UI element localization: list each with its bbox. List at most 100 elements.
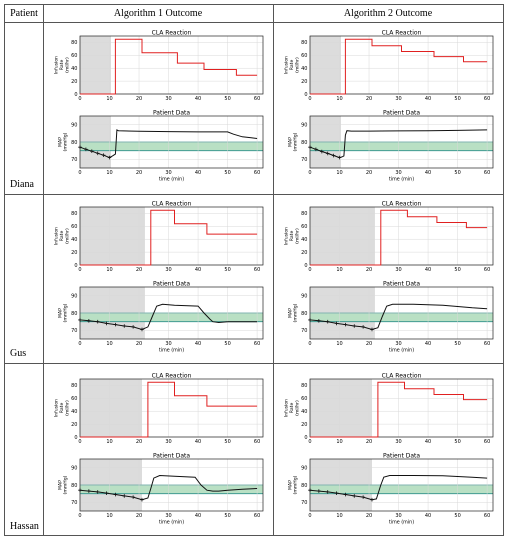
gus-alg2-bottom-xtick-label: 40 (425, 341, 431, 347)
diana-alg2-bottom-xtick-label: 0 (308, 170, 311, 176)
diana-alg1-top-ytick-label: 40 (71, 66, 77, 72)
gus-alg1-map-marker (87, 319, 91, 323)
gus-alg2-top-xtick-label: 20 (366, 267, 372, 273)
gus-alg2-bottom-ytick-label: 90 (301, 293, 307, 299)
hassan-alg1-bottom-ytick-label: 90 (71, 465, 77, 471)
gus-alg1-top-ytick-label: 80 (71, 211, 77, 217)
gus-alg2-bottom-xtick-label: 0 (308, 341, 311, 347)
hassan-alg1-top-xtick-label: 0 (78, 439, 81, 445)
diana-alg2-bottom-xtick-label: 20 (366, 170, 372, 176)
diana-alg2-top-xtick-label: 60 (484, 96, 490, 102)
hassan-alg1-map-marker (122, 494, 127, 498)
hassan-alg1-bottom-xtick-label: 50 (224, 513, 230, 519)
diana-alg1-top-title: CLA Reaction (152, 30, 192, 37)
gus-alg2-top-title: CLA Reaction (382, 201, 422, 208)
hassan-alg2-top-ytick-label: 80 (301, 383, 307, 389)
diana-alg2-map-marker (314, 147, 318, 152)
gus-alg1-bottom-xtick-label: 10 (106, 341, 112, 347)
diana-alg1-top-xtick-label: 20 (136, 96, 142, 102)
hassan-alg1-top-axes-frame (79, 378, 264, 438)
gus-alg1-bottom-ylabel: MAP(mmHg) (57, 303, 68, 322)
diana-alg1-bottom-xtick-label: 0 (78, 170, 81, 176)
hassan-alg1-top-ytick-label: 40 (71, 409, 77, 415)
diana-alg2-bottom-axes-frame (309, 115, 494, 169)
hassan-alg2-bottom-xtick-label: 40 (425, 513, 431, 519)
diana-alg2-top-xtick-label: 20 (366, 96, 372, 102)
diana-alg1-top-xtick-label: 60 (254, 96, 260, 102)
diana-alg2-bottom-xtick-label: 50 (454, 170, 460, 176)
gus-alg1-top-xtick-label: 50 (224, 267, 230, 273)
hassan-alg1-top-ytick-label: 20 (71, 422, 77, 428)
diana-alg1-bottom-ytick-label: 70 (71, 157, 77, 163)
gus-alg1-bottom-xtick-label: 0 (78, 341, 81, 347)
hassan-alg2-top-shaded-region (310, 379, 372, 437)
gus-alg1-top-title: CLA Reaction (152, 201, 192, 208)
hassan-alg1-xlabel: time (min) (159, 520, 184, 526)
hassan-alg1-map-marker (131, 495, 135, 499)
diana-alg2-bottom-ytick-label: 90 (301, 122, 307, 128)
header-algorithm-2: Algorithm 2 Outcome (344, 8, 433, 19)
gus-alg2-bottom-xtick-label: 50 (454, 341, 460, 347)
diana-alg1-bottom-xtick-label: 30 (165, 170, 171, 176)
gus-alg2-map-marker (361, 325, 365, 329)
hassan-alg1-infusion-line (80, 381, 258, 438)
header-patient: Patient (10, 8, 38, 19)
gus-alg2-map-marker (317, 319, 321, 323)
diana-alg2-top-xtick-label: 50 (454, 96, 460, 102)
diana-alg2-top-ytick-label: 40 (301, 66, 307, 72)
gus-alg1-bottom-xtick-label: 40 (195, 341, 201, 347)
diana-alg2-xlabel: time (min) (389, 177, 414, 183)
gus-alg1-top-ylabel: InfusionRate(ml/hr) (54, 227, 71, 245)
gus-alg1-map-marker (122, 324, 127, 328)
diana-alg2-map-marker (331, 153, 336, 158)
hassan-alg1-bottom-xtick-label: 0 (78, 513, 81, 519)
hassan-alg1-bottom-axes-frame (79, 458, 264, 512)
gus-alg1-top-xtick-label: 40 (195, 267, 201, 273)
hassan-alg2-top-xtick-label: 30 (395, 439, 401, 445)
hassan-alg2-map-marker (334, 491, 339, 495)
hassan-alg2-bottom-xtick-label: 0 (308, 513, 311, 519)
hassan-alg2-bottom-xtick-label: 60 (484, 513, 490, 519)
gus-alg1-bottom-xtick-label: 20 (136, 341, 142, 347)
gus-alg1-top-xtick-label: 0 (78, 267, 81, 273)
diana-alg1-bottom-ytick-label: 90 (71, 122, 77, 128)
hassan-alg1-top-ytick-label: 0 (74, 435, 77, 441)
gus-alg2-top-ylabel: InfusionRate(ml/hr) (284, 227, 301, 245)
hassan-alg2-top-xtick-label: 10 (336, 439, 342, 445)
hassan-alg2-top-xtick-label: 60 (484, 439, 490, 445)
gus-alg2-map-marker (352, 324, 357, 328)
gus-alg1-bottom-xtick-label: 30 (165, 341, 171, 347)
gus-alg2-bottom-xtick-label: 10 (336, 341, 342, 347)
diana-alg1-top-xtick-label: 10 (106, 96, 112, 102)
gus-alg2-top-ytick-label: 80 (301, 211, 307, 217)
gus-alg2-top-shaded-region (310, 207, 375, 265)
gus-alg1-bottom-ytick-label: 70 (71, 328, 77, 334)
hassan-alg2-bottom-xtick-label: 20 (366, 513, 372, 519)
hassan-alg2-map-line (309, 475, 488, 501)
hassan-alg1-top-xtick-label: 40 (195, 439, 201, 445)
gus-alg1-map-marker (104, 321, 109, 326)
hassan-alg2-bottom-xtick-label: 10 (336, 513, 342, 519)
gus-alg2-map-marker (370, 327, 374, 332)
diana-alg2-bottom-ytick-label: 70 (301, 157, 307, 163)
gus-alg2-bottom-target-band (310, 313, 493, 322)
diana-alg2-map-marker (337, 155, 342, 160)
gus-alg2-map-marker (343, 322, 348, 327)
diana-alg2-top-ytick-label: 20 (301, 79, 307, 85)
hassan-alg2-bottom-ytick-label: 90 (301, 465, 307, 471)
diana-alg1-top-shaded-region (80, 36, 111, 94)
hassan-alg1-top-title: CLA Reaction (152, 373, 192, 380)
diana-alg1-top-ylabel: InfusionRate(ml/hr) (54, 56, 71, 74)
diana-alg2-map-marker (320, 149, 324, 154)
diana-alg2-map-line (309, 129, 488, 159)
gus-alg1-top-xtick-label: 10 (106, 267, 112, 273)
diana-alg1-map-marker (107, 155, 112, 160)
gus-alg2-bottom-ytick-label: 70 (301, 328, 307, 334)
diana-alg1-top-xtick-label: 30 (165, 96, 171, 102)
diana-alg2-top-xtick-label: 30 (395, 96, 401, 102)
diana-alg2-infusion-line (310, 38, 488, 95)
